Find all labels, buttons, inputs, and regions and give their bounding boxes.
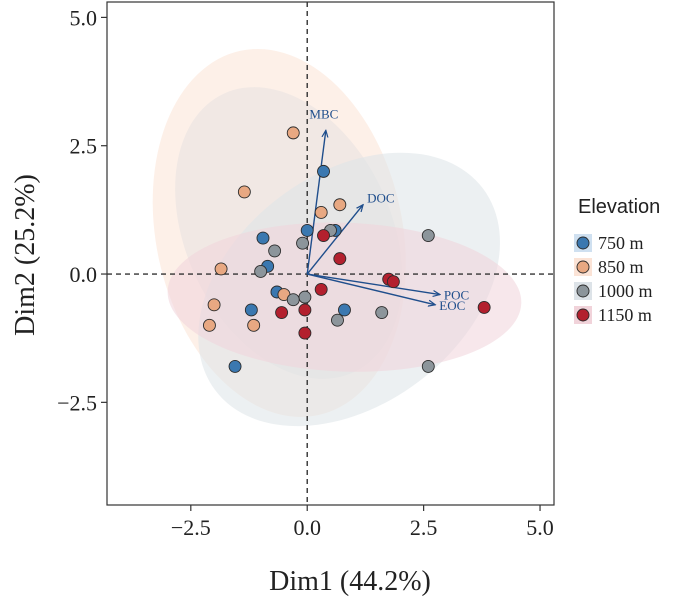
point-750-m-9 bbox=[228, 359, 242, 373]
y-tick-label: 0.0 bbox=[70, 262, 98, 287]
vector-poc bbox=[307, 273, 440, 295]
point-850-m-6 bbox=[207, 298, 221, 312]
point-850-m-3 bbox=[333, 198, 347, 212]
point-1150-m-3 bbox=[314, 282, 328, 296]
point-1000-m-10 bbox=[421, 359, 435, 373]
vector-label-mbc: MBC bbox=[309, 106, 338, 121]
x-tick-label: 5.0 bbox=[526, 515, 554, 540]
point-750-m-6 bbox=[338, 303, 351, 317]
confidence-ellipses bbox=[152, 48, 522, 427]
point-850-m-2 bbox=[237, 185, 251, 199]
point-1000-m-6 bbox=[298, 290, 312, 304]
point-1150-m-2 bbox=[333, 252, 347, 266]
vector-eoc bbox=[307, 273, 435, 305]
vector-label-doc: DOC bbox=[367, 191, 394, 206]
reference-lines bbox=[107, 2, 554, 505]
vector-label-poc: POC bbox=[444, 288, 469, 303]
point-750-m-4 bbox=[256, 231, 270, 245]
legend-label: 850 m bbox=[598, 257, 644, 277]
y-tick-label: −2.5 bbox=[57, 390, 97, 415]
point-1000-m-1 bbox=[421, 229, 435, 242]
point-850-m-1 bbox=[286, 126, 300, 140]
legend-label: 750 m bbox=[598, 233, 644, 253]
legend-marker bbox=[576, 260, 590, 274]
point-1150-m-7 bbox=[298, 303, 312, 317]
y-tick-label: 2.5 bbox=[70, 134, 98, 159]
confidence-ellipse-1150-m bbox=[167, 222, 522, 372]
x-tick-label: 2.5 bbox=[410, 515, 438, 540]
x-tick-label: −2.5 bbox=[171, 515, 211, 540]
point-850-m-9 bbox=[202, 318, 216, 332]
x-axis-title: Dim1 (44.2%) bbox=[269, 566, 431, 597]
point-1150-m-5 bbox=[386, 275, 400, 289]
y-tick-label: 5.0 bbox=[70, 5, 98, 30]
legend: 750 m 850 m 1000 m 1150 m bbox=[574, 233, 653, 325]
point-850-m-8 bbox=[247, 318, 261, 332]
point-850-m-4 bbox=[314, 205, 328, 219]
plot-frame bbox=[106, 1, 555, 506]
y-axis-title: Dim2 (25.2%) bbox=[10, 174, 41, 336]
point-1000-m-8 bbox=[375, 306, 389, 319]
x-tick-label: 0.0 bbox=[293, 515, 321, 540]
legend-marker bbox=[576, 308, 590, 322]
axis-ticks: −2.5 0.0 2.5 5.0 −2.5 0.0 2.5 5.0 bbox=[57, 5, 554, 540]
vector-mbc bbox=[306, 130, 326, 275]
point-1150-m-9 bbox=[298, 326, 312, 340]
point-1150-m-6 bbox=[477, 300, 491, 314]
point-1150-m-8 bbox=[275, 306, 289, 319]
legend-marker bbox=[576, 236, 590, 250]
point-1000-m-4 bbox=[268, 244, 282, 258]
legend-label: 1150 m bbox=[598, 305, 652, 325]
data-points bbox=[202, 126, 491, 373]
point-1150-m-1 bbox=[317, 229, 330, 242]
point-1000-m-3 bbox=[296, 236, 310, 250]
legend-title: Elevation bbox=[578, 196, 660, 218]
legend-marker bbox=[576, 284, 590, 298]
point-850-m-5 bbox=[214, 262, 228, 276]
point-1000-m-9 bbox=[331, 313, 344, 327]
point-1000-m-5 bbox=[254, 265, 268, 278]
legend-label: 1000 m bbox=[598, 281, 653, 301]
vector-label-eoc: EOC bbox=[439, 298, 465, 313]
vector-doc bbox=[306, 205, 363, 275]
point-1000-m-7 bbox=[286, 293, 300, 307]
point-750-m-8 bbox=[244, 303, 258, 317]
point-750-m-2 bbox=[300, 223, 314, 237]
point-750-m-1 bbox=[317, 164, 330, 178]
